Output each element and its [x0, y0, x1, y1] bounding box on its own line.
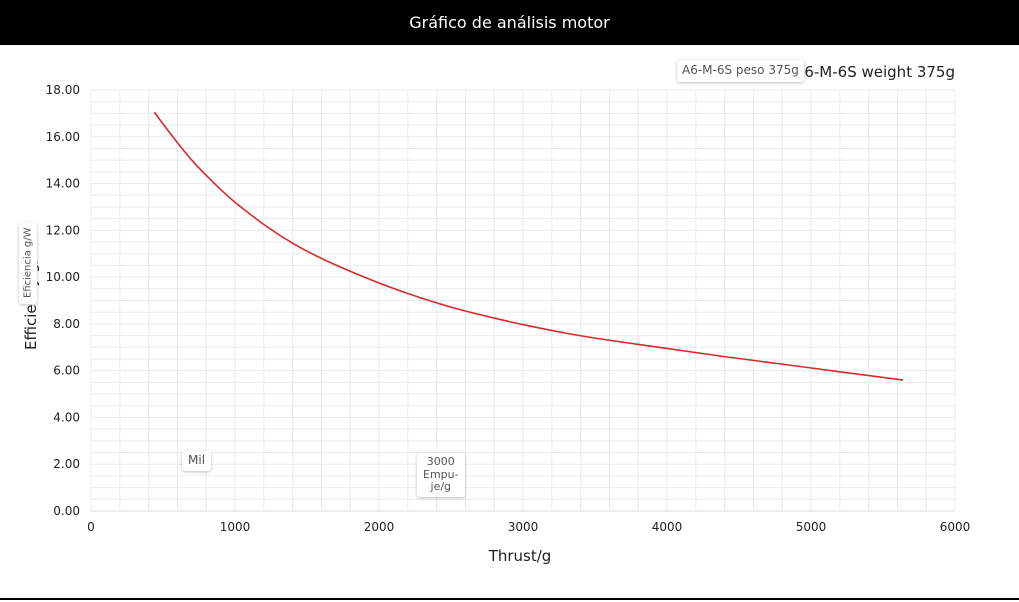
series-line: [153, 111, 904, 381]
ylabel-translation-tag: Eficiencia g/W: [19, 222, 37, 304]
y-tick-label: 4.00: [53, 410, 80, 424]
chart-grid: [90, 89, 956, 512]
y-tick-label: 18.00: [46, 83, 80, 97]
x-tick-label: 4000: [652, 520, 683, 534]
xlabel-translation-line-2: Empu-: [423, 467, 459, 481]
top-bar: Gráfico de análisis motor: [0, 0, 1019, 45]
y-tick-label: 12.00: [46, 223, 80, 237]
y-tick-label: 14.00: [46, 177, 80, 191]
x-tick-label: 1000: [220, 520, 251, 534]
y-tick-label: 0.00: [53, 504, 80, 518]
y-tick-label: 8.00: [53, 317, 80, 331]
xlabel-translation-line-3: je/g: [430, 480, 452, 494]
x-tick-label: 0: [87, 520, 95, 534]
efficiency-chart: 0 1000 2000 3000 4000 5000 6000 0.00 2.00 4.00 6.0…: [22, 63, 971, 565]
page-title: Gráfico de análisis motor: [409, 13, 610, 32]
xlabel-translation-tag: 3000 Empu- je/g: [417, 453, 465, 497]
y-tick-label: 6.00: [53, 364, 80, 378]
ylabel-translation: Eficiencia g/W: [22, 227, 34, 299]
chart-title: A6-M-6S weight 375g: [794, 63, 955, 81]
x-tick-label: 5000: [796, 520, 827, 534]
title-translation-tag: A6-M-6S peso 375g: [677, 60, 804, 82]
y-tick-label: 10.00: [46, 270, 80, 284]
chart-tick-labels: 0 1000 2000 3000 4000 5000 6000 0.00 2.00 4.00 6.0…: [46, 83, 971, 534]
xtick-translation-tag: Mil: [182, 451, 212, 471]
y-tick-label: 2.00: [53, 457, 80, 471]
x-tick-label: 3000: [508, 520, 539, 534]
xlabel-translation-line-1: 3000: [426, 455, 455, 468]
xtick-translation: Mil: [188, 453, 206, 467]
bottom-divider: [0, 598, 1019, 600]
y-tick-label: 16.00: [46, 130, 80, 144]
x-tick-label: 2000: [364, 520, 395, 534]
x-tick-label: 6000: [940, 520, 971, 534]
x-axis-title: Thrust/g: [488, 547, 552, 565]
title-translation: A6-M-6S peso 375g: [682, 63, 799, 77]
